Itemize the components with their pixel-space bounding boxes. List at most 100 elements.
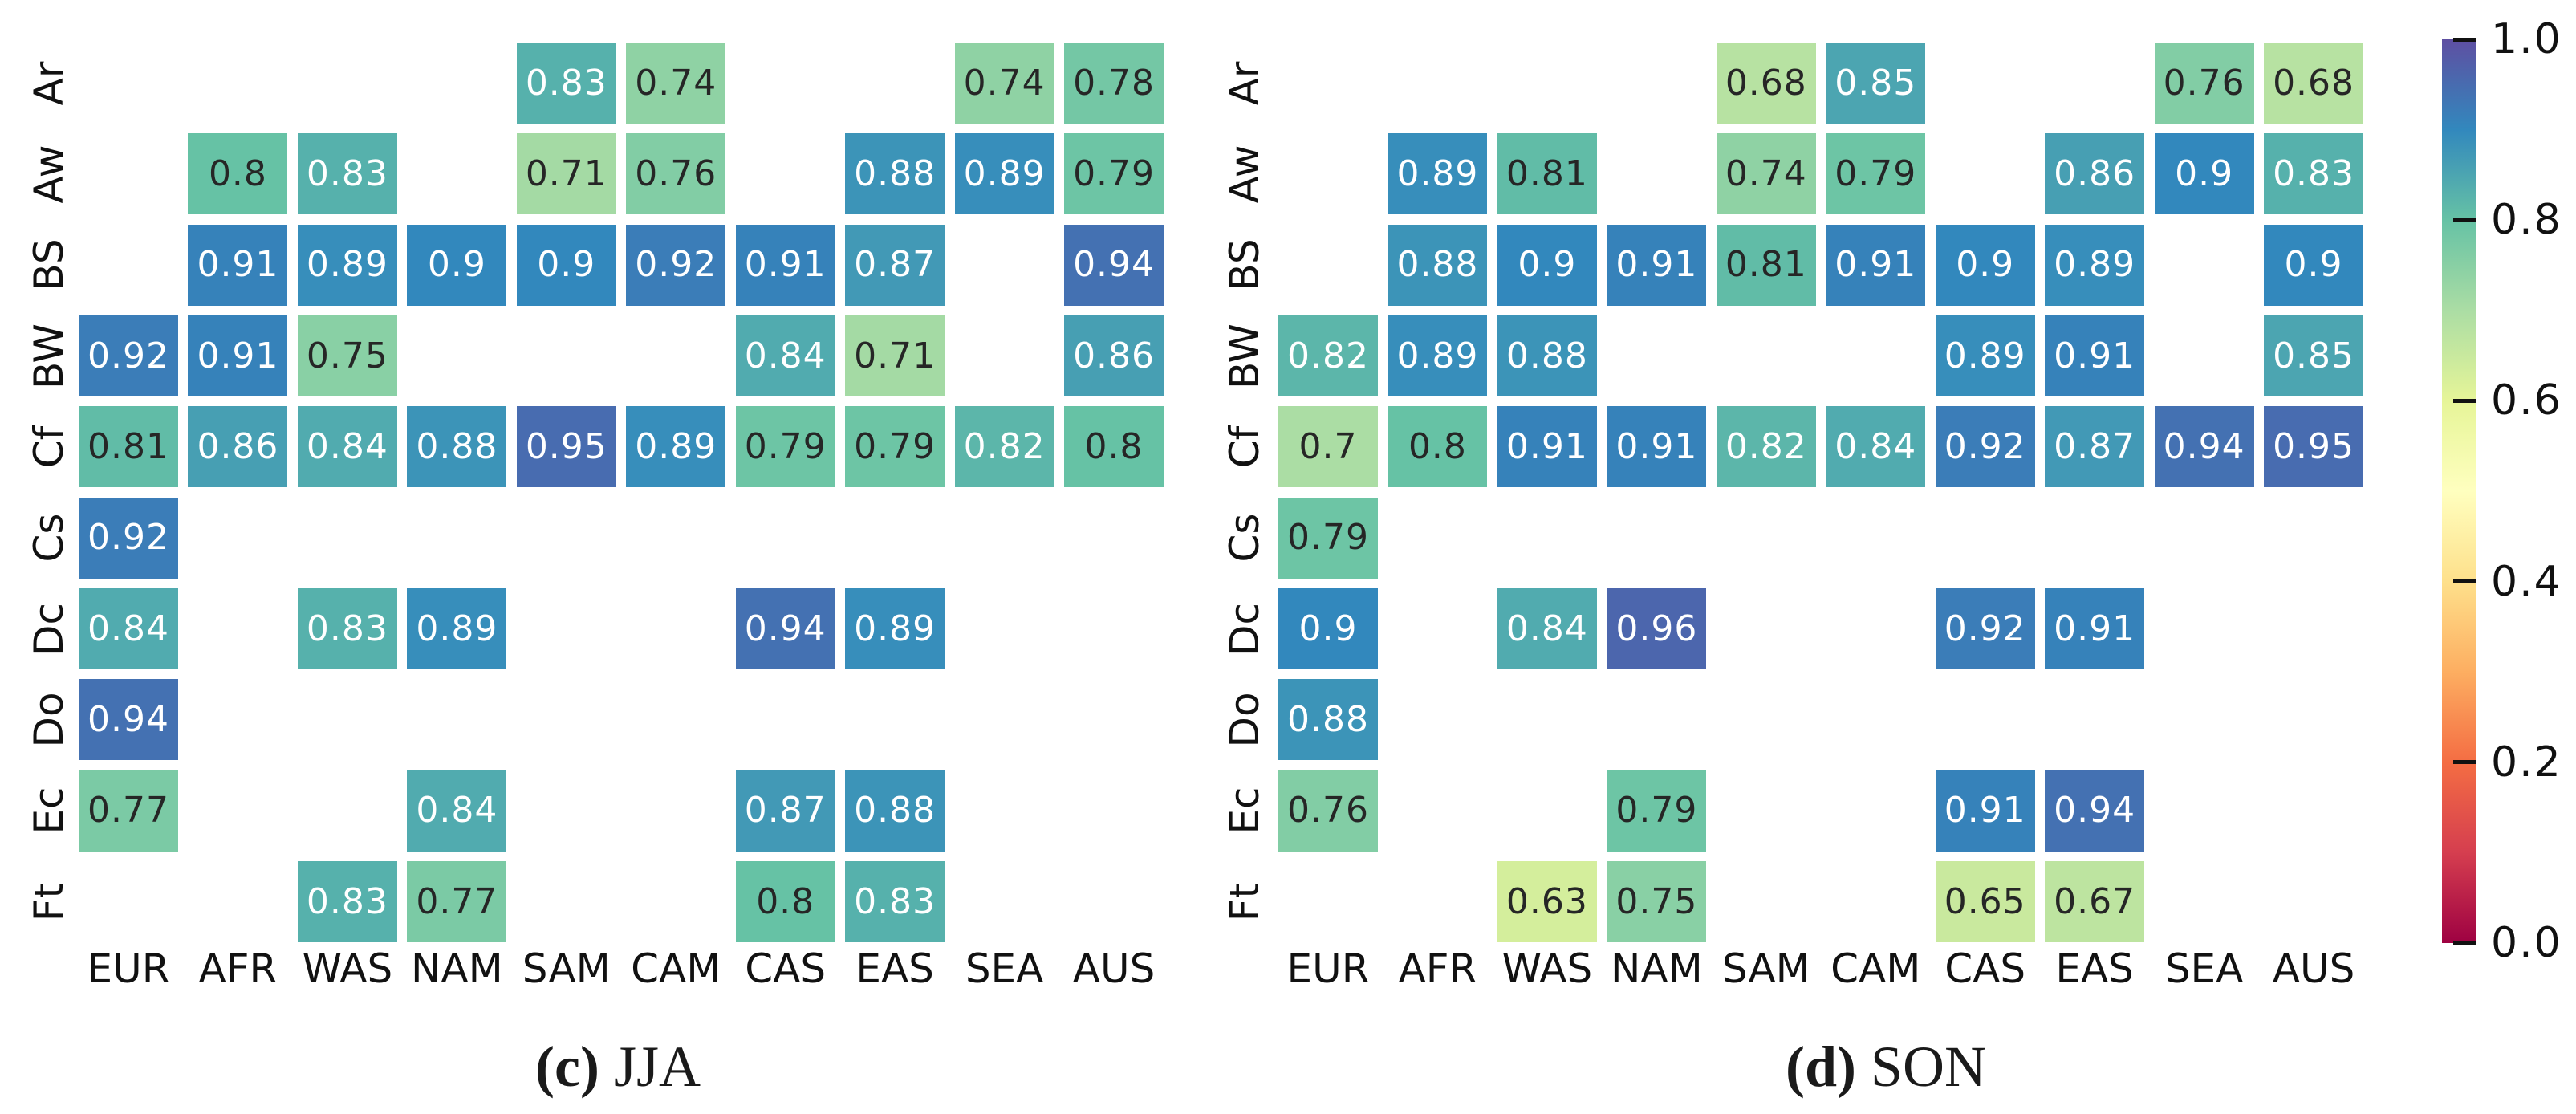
heatmap-cell: 0.86 xyxy=(1064,315,1164,397)
heatmap-cell: 0.79 xyxy=(1278,497,1378,579)
heatmap-cell: 0.89 xyxy=(1935,315,2035,397)
row-label-ft: Ft xyxy=(1221,882,1268,921)
row-label-dc: Dc xyxy=(1221,602,1268,656)
heatmap-cell: 0.83 xyxy=(297,588,397,670)
col-label-nam: NAM xyxy=(1610,945,1703,992)
heatmap-cell: 0.83 xyxy=(297,861,397,943)
heatmap-cell: 0.89 xyxy=(626,406,726,488)
heatmap-cell: 0.92 xyxy=(1935,588,2035,670)
row-label-ar: Ar xyxy=(26,61,72,105)
heatmap-cell: 0.71 xyxy=(516,133,616,215)
heatmap-cell: 0.77 xyxy=(407,861,507,943)
row-label-cf: Cf xyxy=(26,425,72,469)
col-label-nam: NAM xyxy=(410,945,503,992)
heatmap-cell: 0.8 xyxy=(1064,406,1164,488)
heatmap-cell: 0.83 xyxy=(2264,133,2364,215)
heatmap-cell: 0.76 xyxy=(1278,770,1378,852)
heatmap-cell: 0.91 xyxy=(1935,770,2035,852)
heatmap-cell: 0.86 xyxy=(2045,133,2145,215)
heatmap-cell: 0.92 xyxy=(79,497,178,579)
heatmap-cell: 0.77 xyxy=(79,770,178,852)
colorbar-tick-label: 0.8 xyxy=(2491,196,2562,245)
col-label-eur: EUR xyxy=(87,945,170,992)
heatmap-cell: 0.91 xyxy=(1607,224,1707,306)
heatmap-cell: 0.84 xyxy=(1497,588,1597,670)
row-label-dc: Dc xyxy=(26,602,72,656)
heatmap-cell: 0.8 xyxy=(188,133,288,215)
heatmap-cell: 0.94 xyxy=(735,588,835,670)
heatmap-cell: 0.83 xyxy=(297,133,397,215)
heatmap-cell: 0.91 xyxy=(188,315,288,397)
heatmap-cell: 0.85 xyxy=(1826,43,1926,124)
heatmap-cell: 0.94 xyxy=(2154,406,2254,488)
heatmap-cell: 0.95 xyxy=(516,406,616,488)
heatmap-cell: 0.95 xyxy=(2264,406,2364,488)
col-label-eas: EAS xyxy=(2055,945,2134,992)
colorbar-tick xyxy=(2453,579,2476,584)
heatmap-cell: 0.86 xyxy=(188,406,288,488)
row-label-cs: Cs xyxy=(1221,513,1268,563)
heatmap-cell: 0.68 xyxy=(1716,43,1816,124)
heatmap-cell: 0.8 xyxy=(1388,406,1488,488)
colorbar-tick xyxy=(2453,941,2476,945)
heatmap-cell: 0.88 xyxy=(407,406,507,488)
heatmap-cell: 0.91 xyxy=(188,224,288,306)
row-label-ec: Ec xyxy=(26,787,72,835)
heatmap-cell: 0.76 xyxy=(2154,43,2254,124)
col-label-cam: CAM xyxy=(631,945,721,992)
row-label-bw: BW xyxy=(26,323,72,389)
heatmap-cell: 0.79 xyxy=(735,406,835,488)
heatmap-cell: 0.63 xyxy=(1497,861,1597,943)
heatmap-cell: 0.88 xyxy=(1497,315,1597,397)
heatmap-cell: 0.7 xyxy=(1278,406,1378,488)
row-label-bs: BS xyxy=(26,238,72,291)
caption-son-text: SON xyxy=(1870,1035,1987,1099)
col-label-cas: CAS xyxy=(1944,945,2026,992)
caption-jja: (c) JJA xyxy=(535,1034,701,1100)
col-label-aus: AUS xyxy=(2272,945,2355,992)
col-label-cas: CAS xyxy=(745,945,827,992)
row-label-bs: BS xyxy=(1221,238,1268,291)
heatmap-cell: 0.91 xyxy=(1497,406,1597,488)
heatmap-cell: 0.91 xyxy=(735,224,835,306)
heatmap-cell: 0.91 xyxy=(2045,315,2145,397)
heatmap-cell: 0.88 xyxy=(845,133,945,215)
heatmap-cell: 0.75 xyxy=(1607,861,1707,943)
colorbar-tick-label: 0.0 xyxy=(2491,919,2562,967)
heatmap-cell: 0.9 xyxy=(516,224,616,306)
heatmap-cell: 0.79 xyxy=(1826,133,1926,215)
heatmap-cell: 0.84 xyxy=(79,588,178,670)
colorbar-gradient xyxy=(2442,39,2476,943)
heatmap-cell: 0.9 xyxy=(1935,224,2035,306)
colorbar-tick xyxy=(2453,218,2476,222)
heatmap-cell: 0.65 xyxy=(1935,861,2035,943)
col-label-sam: SAM xyxy=(1721,945,1810,992)
heatmap-cell: 0.91 xyxy=(1826,224,1926,306)
colorbar-tick xyxy=(2453,37,2476,42)
col-label-sea: SEA xyxy=(2164,945,2244,992)
heatmap-cell: 0.83 xyxy=(845,861,945,943)
heatmap-cell: 0.83 xyxy=(516,43,616,124)
row-label-cf: Cf xyxy=(1221,425,1268,469)
heatmap-cell: 0.88 xyxy=(1388,224,1488,306)
heatmap-cell: 0.94 xyxy=(79,679,178,761)
col-label-sea: SEA xyxy=(965,945,1044,992)
heatmap-cell: 0.68 xyxy=(2264,43,2364,124)
row-label-do: Do xyxy=(1221,692,1268,748)
heatmap-cell: 0.92 xyxy=(79,315,178,397)
heatmap-cell: 0.94 xyxy=(2045,770,2145,852)
heatmap-cell: 0.89 xyxy=(297,224,397,306)
heatmap-cell: 0.89 xyxy=(1388,133,1488,215)
heatmap-cell: 0.9 xyxy=(1497,224,1597,306)
caption-son: (d) SON xyxy=(1786,1034,1986,1100)
col-label-afr: AFR xyxy=(1398,945,1477,992)
heatmap-cell: 0.84 xyxy=(407,770,507,852)
heatmap-cell: 0.87 xyxy=(845,224,945,306)
heatmap-cell: 0.89 xyxy=(845,588,945,670)
heatmap-cell: 0.84 xyxy=(297,406,397,488)
heatmap-cell: 0.84 xyxy=(1826,406,1926,488)
heatmap-cell: 0.76 xyxy=(626,133,726,215)
colorbar-tick xyxy=(2453,398,2476,403)
heatmap-cell: 0.89 xyxy=(407,588,507,670)
